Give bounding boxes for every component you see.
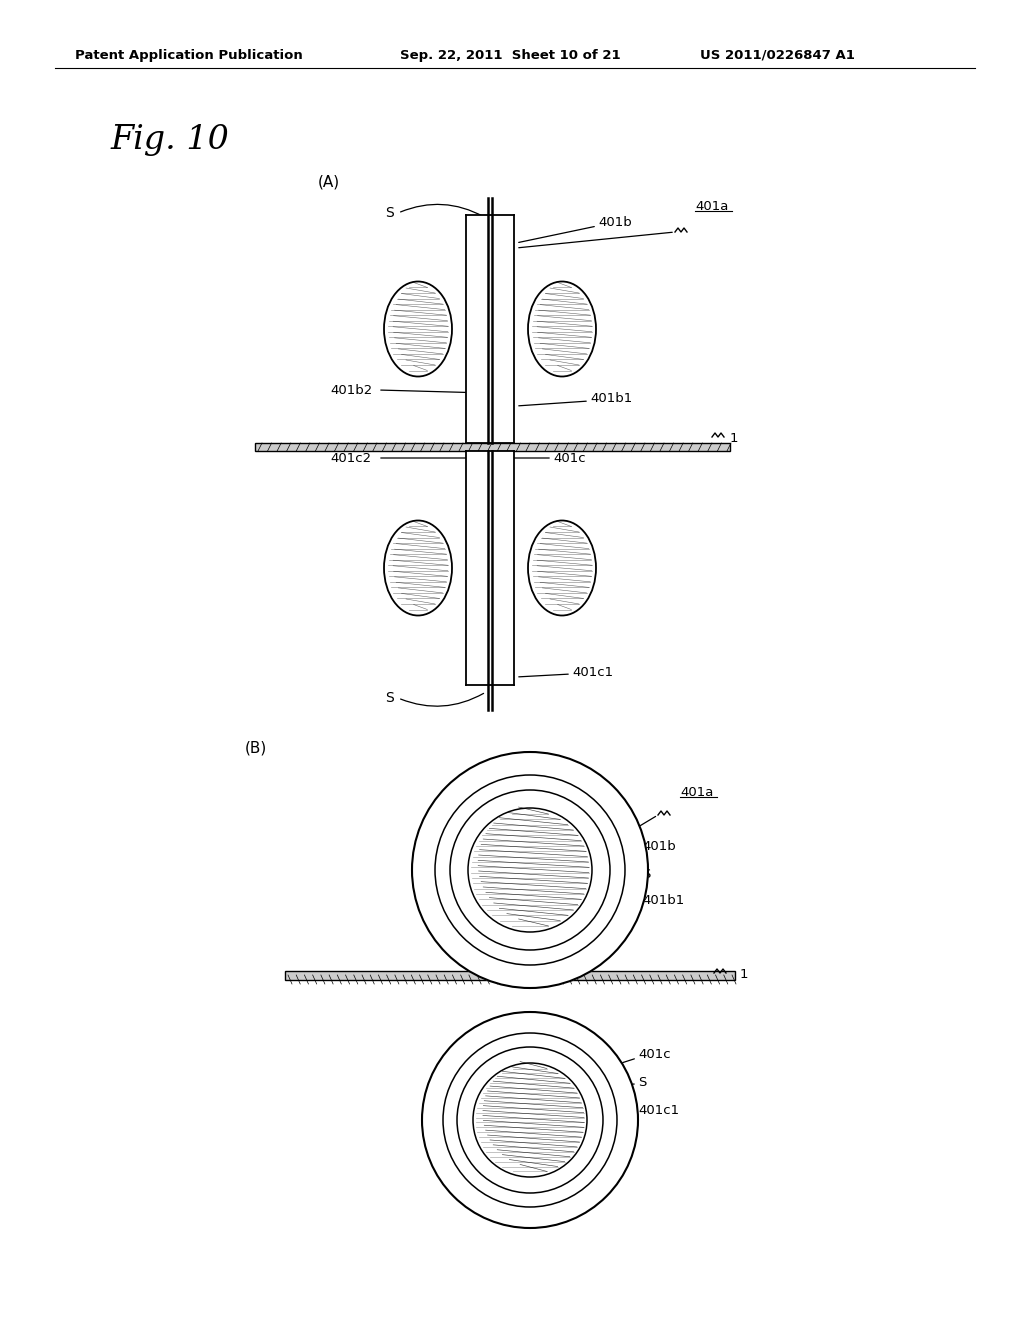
Bar [466, 215, 514, 444]
Circle shape [422, 1012, 638, 1228]
Text: 401c1: 401c1 [572, 665, 613, 678]
Circle shape [450, 789, 610, 950]
Text: 401b1: 401b1 [590, 392, 632, 404]
Bar [285, 972, 735, 979]
Ellipse shape [528, 520, 596, 615]
Text: Sep. 22, 2011  Sheet 10 of 21: Sep. 22, 2011 Sheet 10 of 21 [400, 49, 621, 62]
Text: 401c1: 401c1 [638, 1104, 679, 1117]
Text: 401c: 401c [638, 1048, 671, 1061]
Text: Patent Application Publication: Patent Application Publication [75, 49, 303, 62]
Text: US 2011/0226847 A1: US 2011/0226847 A1 [700, 49, 855, 62]
Bar [255, 444, 730, 451]
Text: 401a: 401a [695, 201, 728, 214]
Ellipse shape [528, 281, 596, 376]
Text: (B): (B) [245, 741, 267, 755]
Text: S: S [638, 1077, 646, 1089]
Circle shape [443, 1034, 617, 1206]
Text: 401b: 401b [598, 216, 632, 230]
Circle shape [457, 1047, 603, 1193]
Text: 401b1: 401b1 [642, 894, 684, 907]
Text: S: S [386, 690, 394, 705]
Ellipse shape [384, 281, 452, 376]
Ellipse shape [384, 520, 452, 615]
Bar [466, 451, 514, 685]
Text: 401c: 401c [553, 451, 586, 465]
Bar [255, 444, 730, 451]
Text: 401c2: 401c2 [330, 451, 371, 465]
Text: S: S [642, 869, 650, 882]
Circle shape [435, 775, 625, 965]
Circle shape [468, 808, 592, 932]
Text: 1: 1 [730, 432, 738, 445]
Circle shape [473, 1063, 587, 1177]
Text: S: S [386, 206, 394, 220]
Circle shape [412, 752, 648, 987]
Bar [285, 972, 735, 979]
Text: 401b2: 401b2 [330, 384, 373, 396]
Text: (A): (A) [318, 174, 340, 190]
Text: 401b: 401b [642, 841, 676, 854]
Text: 401a: 401a [680, 787, 714, 800]
Text: Fig. 10: Fig. 10 [110, 124, 229, 156]
Text: 1: 1 [740, 968, 749, 981]
